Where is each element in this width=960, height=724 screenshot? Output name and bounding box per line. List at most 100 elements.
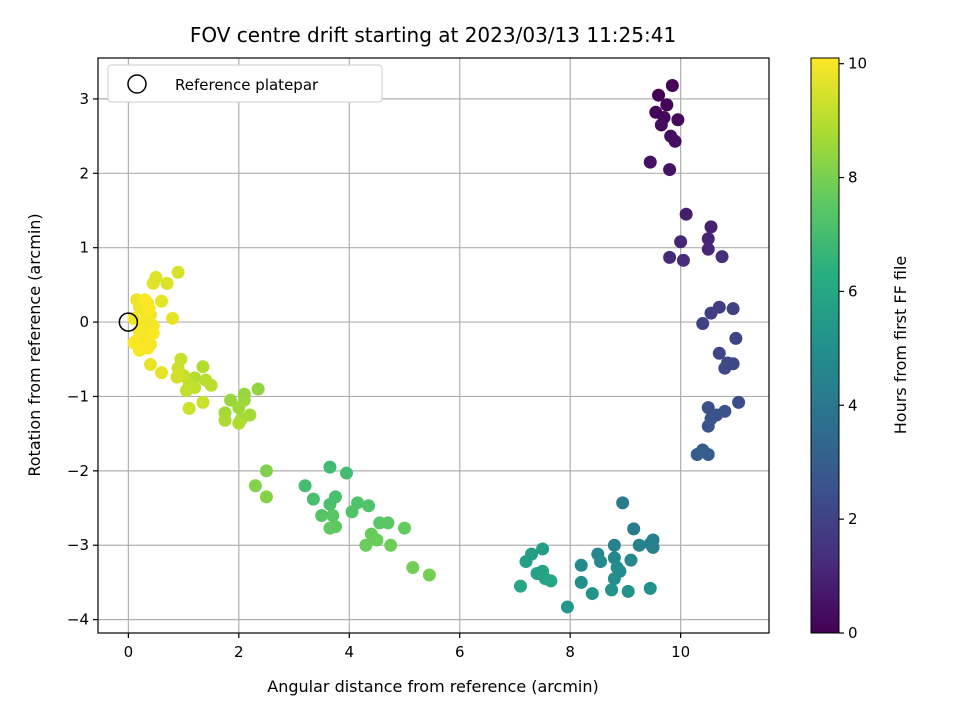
data-point: [171, 265, 185, 279]
data-point: [196, 360, 210, 374]
legend-entry: Reference platepar: [175, 76, 319, 94]
data-point: [696, 317, 710, 331]
y-tick-label: 2: [79, 164, 89, 182]
data-point: [654, 118, 668, 132]
data-point: [676, 253, 690, 267]
data-point: [340, 466, 354, 480]
data-point: [732, 395, 746, 409]
y-tick-label: 0: [79, 313, 89, 331]
data-point: [406, 561, 420, 575]
data-point: [726, 302, 740, 316]
data-point: [384, 538, 398, 552]
y-tick-label: 3: [79, 90, 89, 108]
data-point: [643, 581, 657, 595]
data-point: [690, 447, 704, 461]
y-axis-ticks: −4 −3 −2 −1 0 1 2 3: [67, 90, 98, 629]
colorbar-tick-label: 2: [848, 510, 858, 528]
grid-lines: [98, 58, 769, 633]
data-point: [621, 584, 635, 598]
x-tick-label: 2: [234, 643, 244, 661]
data-point: [665, 79, 679, 93]
data-point: [370, 533, 384, 547]
data-point: [607, 538, 621, 552]
data-point: [359, 538, 373, 552]
plot-frame: [97, 57, 770, 634]
data-point: [179, 384, 193, 398]
data-point: [155, 294, 169, 308]
data-point: [671, 113, 685, 127]
colorbar-tick-label: 6: [848, 282, 858, 300]
data-point: [160, 276, 174, 290]
data-point: [315, 508, 329, 522]
data-point: [259, 464, 273, 478]
data-point: [143, 357, 157, 371]
data-point: [660, 98, 674, 112]
data-point: [298, 479, 312, 493]
data-point: [701, 232, 715, 246]
data-point: [632, 538, 646, 552]
legend: Reference platepar: [107, 64, 383, 103]
data-point: [232, 401, 246, 415]
x-tick-label: 8: [565, 643, 575, 661]
data-point: [196, 395, 210, 409]
data-point: [663, 163, 677, 177]
data-point: [574, 575, 588, 589]
x-axis-ticks: 0 2 4 6 8 10: [124, 633, 690, 661]
y-tick-label: −4: [67, 611, 89, 629]
data-point: [323, 521, 337, 535]
data-point: [170, 370, 184, 384]
y-tick-label: 1: [79, 239, 89, 257]
data-point: [715, 250, 729, 264]
data-point: [259, 490, 273, 504]
data-point: [306, 492, 320, 506]
data-point: [251, 382, 265, 396]
data-points: [118, 79, 746, 614]
colorbar-tick-label: 4: [848, 396, 858, 414]
data-point: [560, 600, 574, 614]
reference-platepar-marker: [118, 312, 139, 332]
data-point: [627, 522, 641, 536]
data-point: [182, 401, 196, 415]
data-point: [248, 479, 262, 493]
data-point: [594, 555, 608, 569]
colorbar: 0 2 4 6 8 10 Hours from first FF file: [810, 55, 910, 642]
data-point: [646, 540, 660, 554]
data-point: [701, 401, 715, 415]
data-point: [679, 207, 693, 221]
data-point: [536, 542, 550, 556]
data-point: [624, 553, 638, 567]
colorbar-label: Hours from first FF file: [891, 256, 910, 435]
data-point: [142, 302, 156, 316]
data-point: [362, 499, 376, 513]
data-point: [218, 413, 232, 427]
data-point: [668, 134, 682, 148]
colorbar-gradient: [810, 57, 840, 634]
data-point: [323, 497, 337, 511]
data-point: [146, 276, 160, 290]
data-point: [519, 555, 533, 569]
colorbar-tick-label: 10: [848, 55, 867, 73]
data-point: [718, 361, 732, 375]
data-point: [398, 521, 412, 535]
x-tick-label: 4: [345, 643, 355, 661]
data-point: [701, 447, 715, 461]
data-point: [704, 220, 718, 234]
data-point: [166, 311, 180, 325]
colorbar-tick-label: 8: [848, 169, 858, 187]
data-point: [674, 235, 688, 249]
chart-title: FOV centre drift starting at 2023/03/13 …: [190, 23, 676, 47]
data-point: [345, 505, 359, 519]
data-point: [422, 568, 436, 582]
data-point: [146, 326, 160, 340]
data-point: [513, 579, 527, 593]
x-axis-label: Angular distance from reference (arcmin): [267, 677, 598, 696]
y-tick-label: −3: [67, 536, 89, 554]
x-tick-label: 6: [455, 643, 465, 661]
data-point: [663, 250, 677, 264]
data-point: [605, 583, 619, 597]
colorbar-ticks: 0 2 4 6 8 10: [839, 55, 867, 642]
data-point: [224, 393, 238, 407]
data-point: [323, 460, 337, 474]
legend-marker: [127, 74, 147, 94]
